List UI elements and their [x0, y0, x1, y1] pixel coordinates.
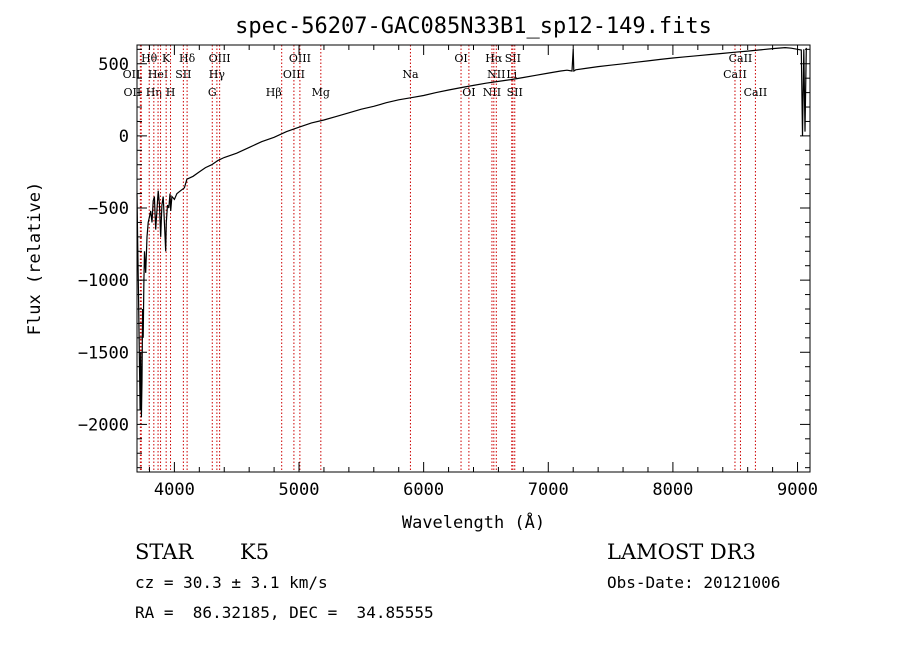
- line-marker-label: Li: [506, 68, 517, 81]
- obs-date: Obs-Date: 20121006: [607, 573, 781, 592]
- line-marker-label: OII: [123, 68, 141, 81]
- y-axis-label: Flux (relative): [25, 182, 45, 336]
- x-tick-label: 4000: [154, 480, 195, 500]
- coordinates-text: RA = 86.32185, DEC = 34.85555: [135, 603, 434, 622]
- line-marker-label: OI: [462, 86, 475, 99]
- y-tick-label: 0: [119, 127, 129, 147]
- line-marker-label: Hγ: [209, 68, 226, 81]
- object-subclass: K5: [240, 540, 270, 564]
- line-marker-label: SII: [507, 86, 523, 99]
- line-marker-label: Mg: [312, 86, 330, 99]
- y-tick-label: −500: [88, 199, 129, 219]
- spectrum-line: [136, 46, 807, 418]
- plot-frame: [136, 44, 811, 473]
- line-marker-label: OIII: [209, 52, 231, 65]
- line-marker-label: OIII: [283, 68, 305, 81]
- line-marker-label: Hα: [485, 52, 503, 65]
- x-tick-label: 6000: [403, 480, 444, 500]
- line-marker-label: HeI: [148, 68, 168, 81]
- x-tick-label: 8000: [652, 480, 693, 500]
- line-marker-label: CaII: [723, 68, 747, 81]
- redshift-text: cz = 30.3 ± 3.1 km/s: [135, 573, 328, 592]
- y-tick-label: −1000: [78, 271, 129, 291]
- survey-name: LAMOST DR3: [607, 540, 756, 564]
- y-tick-label: −1500: [78, 343, 129, 363]
- line-marker-label: CaII: [744, 86, 768, 99]
- x-axis-label: Wavelength (Å): [402, 511, 545, 533]
- line-marker-label: OIII: [289, 52, 311, 65]
- spectrum-chart: spec-56207-GAC085N33B1_sp12-149.fits OII O…: [25, 14, 818, 533]
- line-marker-label: NII: [483, 86, 501, 99]
- line-marker-label: Hδ: [179, 52, 196, 65]
- line-marker-label: Hη: [146, 86, 162, 99]
- line-marker-label: SII: [175, 68, 191, 81]
- x-tick-label: 5000: [279, 480, 320, 500]
- line-marker-label: NII: [487, 68, 505, 81]
- line-marker-label: H: [166, 86, 176, 99]
- line-marker-label: Hβ: [266, 86, 282, 99]
- y-tick-label: −2000: [78, 415, 129, 435]
- object-class: STAR: [135, 540, 194, 564]
- line-marker-label: Na: [402, 68, 419, 81]
- y-tick-label: 500: [98, 55, 129, 75]
- line-marker-label: OI: [454, 52, 467, 65]
- x-tick-label: 9000: [777, 480, 818, 500]
- line-marker-label: G: [208, 86, 217, 99]
- line-marker-label: Hθ: [141, 52, 158, 65]
- chart-title: spec-56207-GAC085N33B1_sp12-149.fits: [235, 14, 712, 39]
- x-tick-label: 7000: [528, 480, 569, 500]
- line-marker-label: K: [162, 52, 171, 65]
- line-marker-label: SII: [505, 52, 521, 65]
- line-marker-label: CaII: [729, 52, 753, 65]
